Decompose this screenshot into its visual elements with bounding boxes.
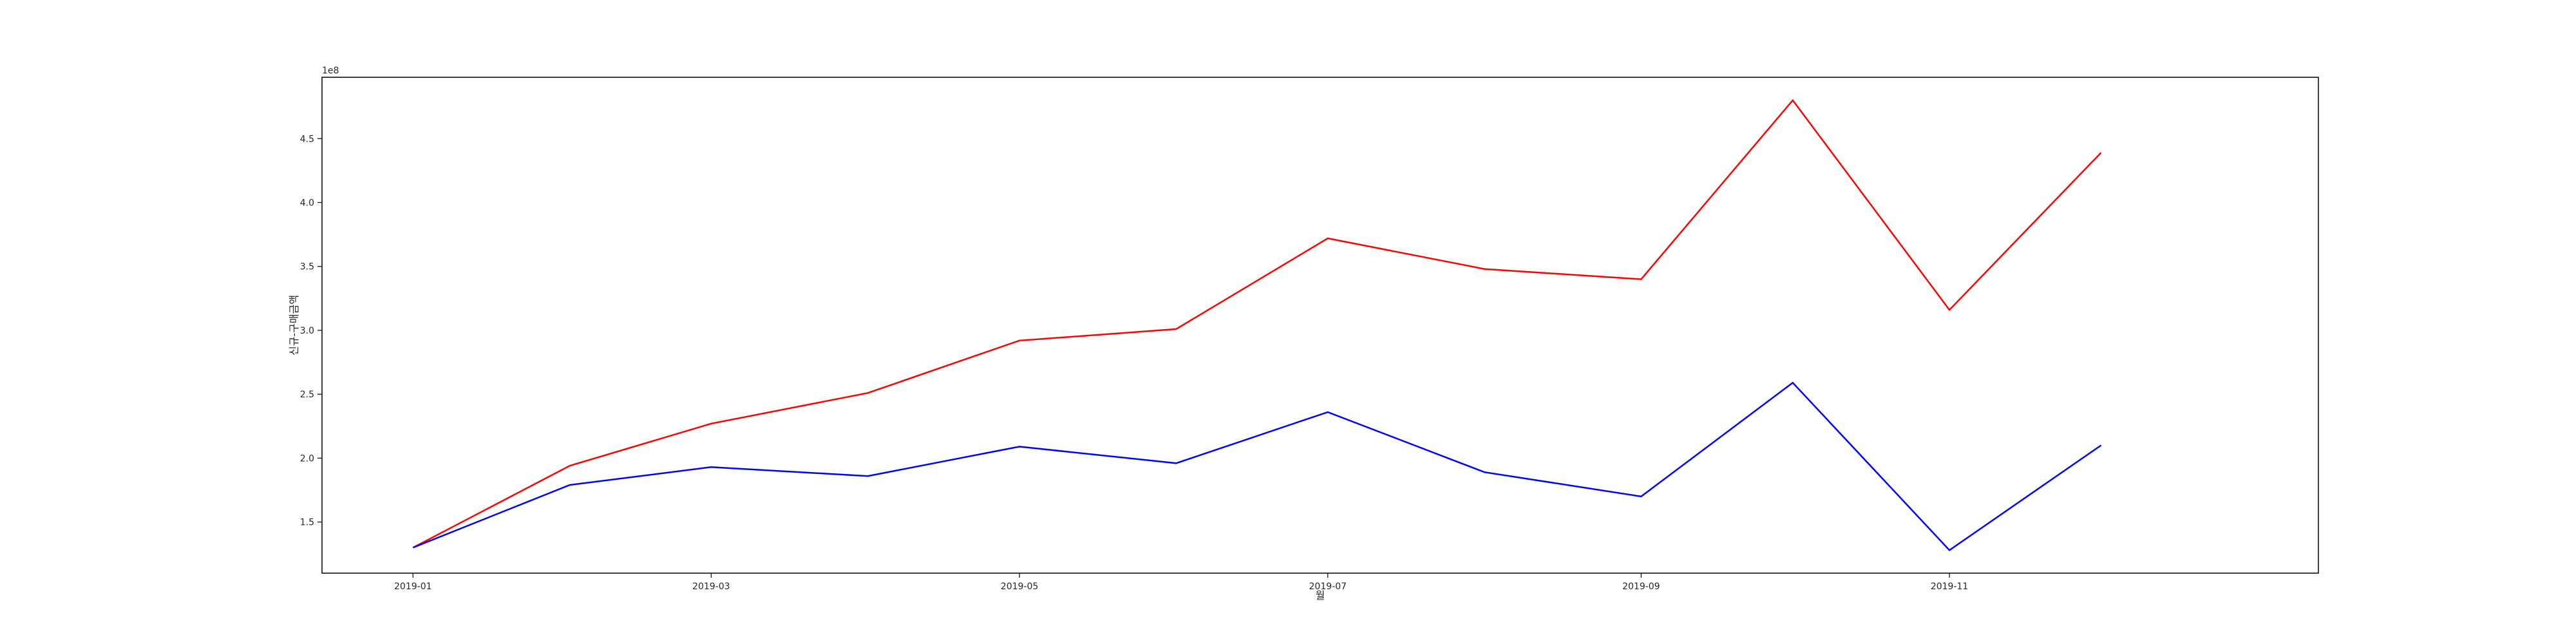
plot-frame xyxy=(321,77,2319,574)
x-tick-label: 2019-11 xyxy=(1931,582,1969,592)
series-line-2 xyxy=(412,381,2102,551)
y-axis-label: 신규-구매금액 xyxy=(288,295,300,355)
x-tick-label: 2019-03 xyxy=(692,582,730,592)
series-line-1 xyxy=(412,99,2102,549)
x-tick-label: 2019-07 xyxy=(1309,582,1347,592)
x-tick-label: 2019-01 xyxy=(394,582,432,592)
y-tick-label: 4.5 xyxy=(300,134,314,144)
y-tick-label: 3.0 xyxy=(300,326,314,336)
y-axis-ticks: 1.5 2.0 2.5 3.0 3.5 4.0 4.5 xyxy=(300,134,322,528)
x-tick-label: 2019-09 xyxy=(1622,582,1660,592)
x-tick-label: 2019-05 xyxy=(1001,582,1039,592)
x-axis-ticks: 2019-01 2019-03 2019-05 2019-07 2019-09 2019-… xyxy=(394,573,1968,592)
x-axis-label: 월 xyxy=(1316,589,1325,601)
y-tick-label: 3.5 xyxy=(300,262,314,272)
y-tick-label: 2.5 xyxy=(300,390,314,400)
series-layer xyxy=(412,99,2102,551)
y-tick-label: 2.0 xyxy=(300,453,314,464)
y-tick-label: 4.0 xyxy=(300,198,314,208)
y-tick-label: 1.5 xyxy=(300,518,314,528)
y-axis-offset-label: 1e8 xyxy=(322,66,339,76)
